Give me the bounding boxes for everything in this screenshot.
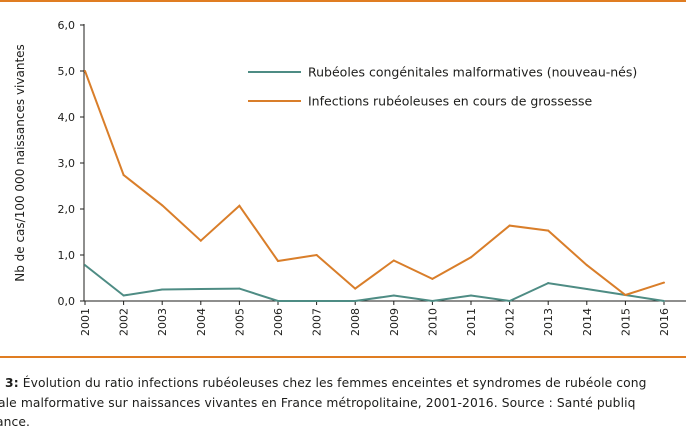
- data-point: [354, 300, 357, 302]
- x-tick-label: 2004: [195, 308, 208, 336]
- x-tick-label: 2010: [426, 308, 439, 336]
- y-axis-title: Nb de cas/100 000 naissances vivantes: [13, 44, 27, 282]
- caption-figure-label: g. 3:: [0, 376, 19, 390]
- data-point: [277, 259, 279, 262]
- data-point: [315, 300, 318, 302]
- data-point: [315, 254, 318, 256]
- data-point: [470, 256, 472, 259]
- legend-label-2: Infections rubéoleuses en cours de gross…: [308, 94, 593, 109]
- data-point: [585, 288, 588, 291]
- data-point: [663, 300, 665, 302]
- x-tick-label: 2015: [619, 308, 632, 336]
- x-tick-label: 2014: [581, 308, 594, 336]
- x-tick-label: 2008: [349, 308, 362, 336]
- x-tick-label: 2001: [79, 308, 92, 336]
- x-tick-label: 2002: [118, 308, 131, 336]
- data-point: [431, 277, 434, 280]
- legend-label-1: Rubéoles congénitales malformatives (nou…: [308, 65, 637, 80]
- figure-caption: g. 3: Évolution du ratio infections rubé…: [0, 374, 686, 430]
- y-tick-label: 4,0: [58, 111, 76, 124]
- x-tick-label: 2011: [465, 308, 478, 336]
- x-tick-label: 2006: [272, 308, 285, 336]
- data-point: [663, 281, 665, 284]
- x-tick-label: 2013: [542, 308, 555, 336]
- data-point: [277, 300, 279, 302]
- caption-line-1: g. 3: Évolution du ratio infections rubé…: [0, 374, 686, 394]
- data-point: [470, 294, 472, 297]
- data-point: [624, 294, 627, 297]
- data-point: [199, 288, 202, 291]
- y-tick-label: 5,0: [58, 65, 76, 78]
- caption-divider: [0, 356, 686, 358]
- top-divider: [0, 0, 686, 2]
- x-tick-label: 2003: [156, 308, 169, 336]
- y-tick-label: 2,0: [58, 203, 76, 216]
- caption-text-1: Évolution du ratio infections rubéoleuse…: [18, 376, 647, 390]
- y-tick-label: 0,0: [58, 295, 76, 308]
- x-tick-label: 2007: [311, 308, 324, 336]
- data-point: [547, 282, 550, 285]
- data-point: [122, 173, 125, 176]
- series-line-2: [84, 70, 665, 297]
- line-chart: 0,0 1,0 2,0 3,0 4,0 5,0 6,0 2001 2002 2003 2004 200…: [13, 19, 686, 336]
- data-point: [199, 239, 202, 242]
- data-point: [547, 229, 550, 232]
- x-tick-label: 2005: [233, 308, 246, 336]
- y-tick-label: 3,0: [58, 157, 76, 170]
- data-point: [84, 70, 86, 72]
- data-point: [392, 294, 395, 297]
- data-point: [161, 204, 164, 207]
- data-point: [238, 287, 241, 290]
- caption-line-3: ance.: [0, 415, 31, 429]
- x-tick-label: 2009: [388, 308, 401, 336]
- data-point: [161, 288, 164, 291]
- x-tick-label: 2016: [658, 308, 671, 336]
- caption-line-2: ale malformative sur naissances vivantes…: [0, 395, 636, 410]
- y-tick-label: 1,0: [58, 249, 76, 262]
- y-tick-label: 6,0: [58, 19, 76, 32]
- data-point: [508, 224, 511, 227]
- data-point: [585, 264, 588, 267]
- data-point: [122, 294, 125, 297]
- data-point: [392, 259, 395, 262]
- data-point: [508, 300, 511, 302]
- data-point: [238, 204, 241, 207]
- data-point: [354, 287, 357, 290]
- series-line-1: [84, 264, 665, 303]
- x-tick-label: 2012: [504, 308, 517, 336]
- data-point: [431, 300, 434, 302]
- data-point: [84, 264, 86, 267]
